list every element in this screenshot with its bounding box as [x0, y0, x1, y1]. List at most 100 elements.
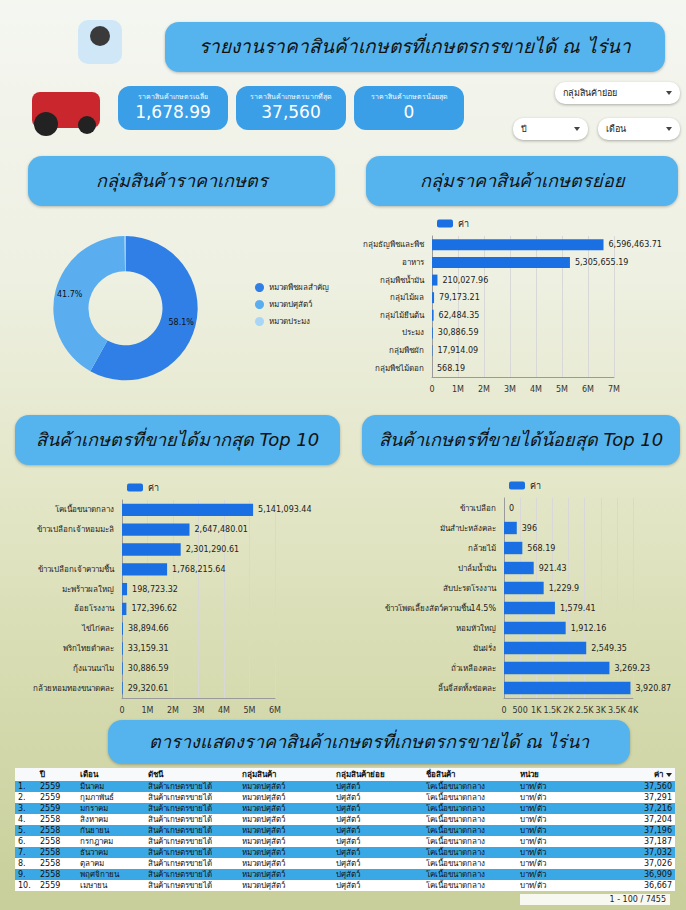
svg-text:568.19: 568.19 [527, 544, 555, 553]
svg-text:2.5K: 2.5K [576, 706, 595, 715]
svg-text:3K: 3K [596, 706, 607, 715]
svg-text:0: 0 [119, 706, 124, 715]
svg-text:4K: 4K [628, 706, 639, 715]
svg-text:198,723.32: 198,723.32 [132, 585, 178, 594]
svg-text:พริกไทยดำคละ: พริกไทยดำคละ [63, 644, 114, 653]
svg-text:หมวดพืชผลสำคัญ: หมวดพืชผลสำคัญ [269, 283, 329, 292]
svg-text:30,886.59: 30,886.59 [128, 664, 169, 673]
svg-text:อ้อยโรงงาน: อ้อยโรงงาน [74, 603, 115, 613]
svg-text:0: 0 [509, 504, 514, 513]
svg-text:3,269.23: 3,269.23 [614, 664, 650, 673]
svg-text:2,301,290.61: 2,301,290.61 [186, 545, 239, 554]
svg-text:หมวดประมง: หมวดประมง [269, 317, 310, 326]
svg-text:210,027.96: 210,027.96 [442, 276, 488, 285]
html-text:กลุ่มสินค้าย่อย: กลุ่มสินค้าย่อย [563, 88, 617, 98]
svg-text:33,159.31: 33,159.31 [128, 644, 169, 653]
svg-text:6,596,463.71: 6,596,463.71 [609, 240, 662, 249]
svg-text:1,579.41: 1,579.41 [560, 604, 596, 613]
svg-text:1,229.9: 1,229.9 [549, 584, 580, 593]
svg-text:กล้วยไม้: กล้วยไม้ [468, 544, 496, 553]
svg-text:30,886.59: 30,886.59 [438, 328, 479, 337]
svg-text:3M: 3M [193, 706, 205, 715]
svg-text:1K: 1K [531, 706, 542, 715]
svg-text:62,484.35: 62,484.35 [439, 311, 480, 320]
svg-text:500: 500 [512, 706, 527, 715]
svg-text:2M: 2M [478, 385, 490, 394]
svg-text:มันสำปะหลังคละ: มันสำปะหลังคละ [440, 524, 496, 533]
svg-text:ลิ้นจี่สดทั้งช่อคละ: ลิ้นจี่สดทั้งช่อคละ [438, 682, 496, 693]
html-text:37,560: 37,560 [261, 101, 321, 122]
svg-text:6M: 6M [582, 385, 594, 394]
svg-text:โคเนื้อขนาดกลาง: โคเนื้อขนาดกลาง [55, 503, 114, 514]
html-text:รายงานราคาสินค้าเกษตรที่เกษตรก: รายงานราคาสินค้าเกษตรที่เกษตรกรขายได้ ณ … [199, 35, 631, 58]
svg-text:5M: 5M [556, 385, 568, 394]
svg-text:396: 396 [522, 524, 537, 533]
svg-text:ปาล์มน้ำมัน: ปาล์มน้ำมัน [458, 562, 497, 573]
svg-text:ค่า: ค่า [458, 219, 469, 229]
svg-text:ข้าวเปลือกเจ้าความชื้น: ข้าวเปลือกเจ้าความชื้น [38, 563, 115, 574]
svg-text:38,894.66: 38,894.66 [128, 624, 169, 633]
svg-text:ค่า: ค่า [530, 481, 541, 491]
svg-text:มันฝรั่ง: มันฝรั่ง [473, 642, 496, 653]
svg-text:3M: 3M [504, 385, 516, 394]
svg-text:ข้าวเปลือกเจ้าหอมมะลิ: ข้าวเปลือกเจ้าหอมมะลิ [37, 525, 114, 534]
svg-text:กุ้งแวนนาไม: กุ้งแวนนาไม [73, 664, 114, 673]
svg-text:41.7%: 41.7% [57, 290, 83, 299]
svg-text:2M: 2M [167, 706, 179, 715]
html-text:กลุ่มราคาสินค้าเกษตรย่อย: กลุ่มราคาสินค้าเกษตรย่อย [419, 169, 625, 191]
svg-text:กลุ่มธัญพืชและพืช: กลุ่มธัญพืชและพืช [363, 240, 425, 249]
svg-text:5,305,655.19: 5,305,655.19 [575, 258, 628, 267]
svg-text:4M: 4M [530, 385, 542, 394]
svg-text:อาหาร: อาหาร [402, 258, 425, 267]
svg-text:0: 0 [501, 706, 506, 715]
svg-text:17,914.09: 17,914.09 [437, 346, 478, 355]
svg-text:79,173.21: 79,173.21 [439, 293, 480, 302]
svg-text:3,920.87: 3,920.87 [635, 684, 671, 693]
svg-text:29,320.61: 29,320.61 [128, 684, 169, 693]
svg-text:1M: 1M [452, 385, 464, 394]
svg-text:921.43: 921.43 [539, 564, 567, 573]
html-text:เดือน: เดือน [606, 124, 626, 134]
svg-text:ข้าวเปลือก: ข้าวเปลือก [460, 504, 496, 513]
svg-text:กล้วยหอมทองขนาดคละ: กล้วยหอมทองขนาดคละ [33, 684, 114, 693]
svg-text:หมวดปศุสัตว์: หมวดปศุสัตว์ [269, 299, 312, 309]
svg-text:5,141,093.44: 5,141,093.44 [258, 505, 311, 514]
svg-text:ประมง: ประมง [402, 328, 424, 337]
svg-text:4M: 4M [218, 706, 230, 715]
svg-text:ข้าวโพดเลี้ยงสัตว์ความชื้น14.5: ข้าวโพดเลี้ยงสัตว์ความชื้น14.5% [385, 602, 497, 613]
svg-text:หอมหัวใหญ่: หอมหัวใหญ่ [456, 624, 496, 633]
html-text:1,678.99: 1,678.99 [135, 101, 211, 122]
svg-text:สับปะรดโรงงาน: สับปะรดโรงงาน [443, 583, 497, 593]
svg-text:กลุ่มพืชไม้ดอก: กลุ่มพืชไม้ดอก [375, 364, 424, 373]
svg-text:2,647,480.01: 2,647,480.01 [195, 525, 248, 534]
svg-text:กลุ่มไม้ยืนต้น: กลุ่มไม้ยืนต้น [380, 311, 425, 320]
svg-text:1M: 1M [142, 706, 154, 715]
html-text:0: 0 [403, 101, 415, 122]
svg-text:1,768,215.64: 1,768,215.64 [172, 565, 225, 574]
html-text:สินค้าเกษตรที่ขายได้น้อยสุด To: สินค้าเกษตรที่ขายได้น้อยสุด Top 10 [378, 428, 664, 450]
svg-text:3.5K: 3.5K [608, 706, 627, 715]
svg-text:568.19: 568.19 [437, 364, 465, 373]
svg-text:กลุ่มพืชน้ำมัน: กลุ่มพืชน้ำมัน [380, 274, 425, 285]
svg-text:ไข่ไก่คละ: ไข่ไก่คละ [81, 624, 114, 633]
svg-text:7M: 7M [608, 385, 620, 394]
svg-text:58.1%: 58.1% [169, 318, 195, 327]
svg-text:172,396.62: 172,396.62 [131, 604, 177, 613]
html-text:กลุ่มสินค้าราคาเกษตร: กลุ่มสินค้าราคาเกษตร [95, 169, 268, 191]
svg-text:1.5K: 1.5K [543, 706, 562, 715]
svg-text:1,912.16: 1,912.16 [571, 624, 607, 633]
svg-text:5M: 5M [244, 706, 256, 715]
html-text:เดือน: เดือน [80, 770, 98, 779]
svg-text:ค่า: ค่า [148, 483, 159, 493]
svg-text:2K: 2K [563, 706, 574, 715]
svg-text:6M: 6M [269, 706, 281, 715]
html-text:สินค้าเกษตรที่ขายได้มากสุด Top: สินค้าเกษตรที่ขายได้มากสุด Top 10 [35, 428, 320, 450]
html-text:ตารางแสดงราคาสินค้าเกษตรที่เกษ: ตารางแสดงราคาสินค้าเกษตรที่เกษตรกรขายได้… [148, 730, 590, 752]
svg-text:2,549.35: 2,549.35 [591, 644, 627, 653]
svg-text:กลุ่มไม้ผล: กลุ่มไม้ผล [390, 293, 424, 302]
svg-text:กลุ่มพืชผัก: กลุ่มพืชผัก [389, 346, 424, 355]
svg-text:มะพร้าวผลใหญ่: มะพร้าวผลใหญ่ [62, 585, 114, 594]
svg-text:0: 0 [429, 385, 434, 394]
html-text:ดัชนี: ดัชนี [148, 770, 163, 779]
svg-text:ถั่วเหลืองคละ: ถั่วเหลืองคละ [451, 662, 496, 673]
